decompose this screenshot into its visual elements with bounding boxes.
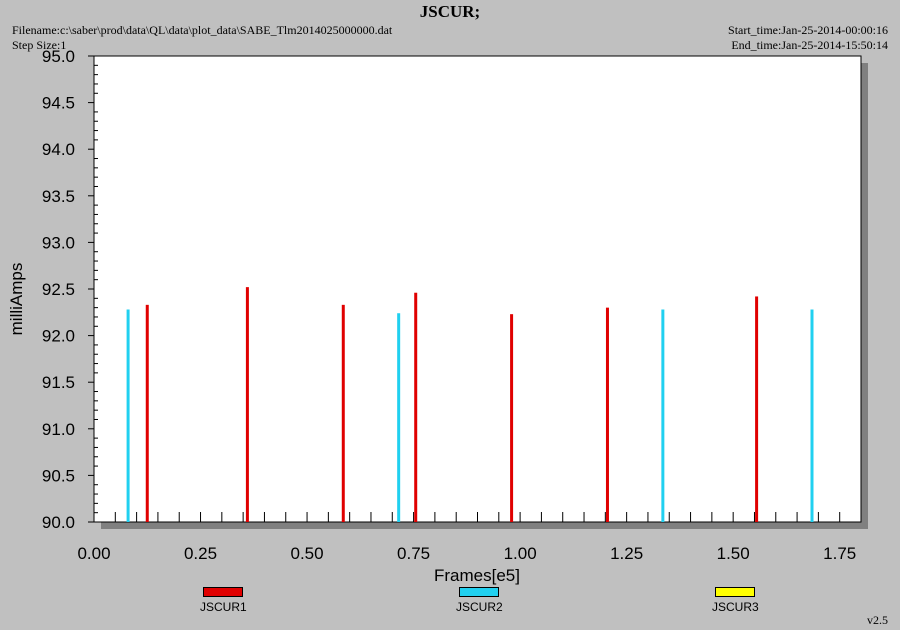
y-tick-label: 94.0	[42, 140, 75, 159]
bar-jscur2-2	[661, 309, 665, 522]
filename-label: Filename:c:\saber\prod\data\QL\data\plot…	[12, 23, 393, 37]
x-tick-label: 1.25	[610, 544, 643, 563]
y-tick-label: 93.0	[42, 233, 75, 252]
data-bars	[126, 287, 814, 522]
bar-jscur1-1	[245, 287, 249, 522]
x-tick-label: 0.00	[77, 544, 110, 563]
legend-item-jscur2: JSCUR2	[456, 587, 503, 614]
x-tick-label: 1.50	[717, 544, 750, 563]
y-tick-label: 93.5	[42, 187, 75, 206]
y-tick-label: 90.0	[42, 513, 75, 532]
y-axis-label: milliAmps	[7, 263, 26, 336]
bar-jscur1-5	[605, 307, 609, 522]
legend-swatch-jscur3	[715, 587, 756, 597]
bar-jscur1-3	[414, 292, 418, 522]
legend-swatch-jscur1	[203, 587, 244, 597]
x-axis: 0.00 0.25 0.50 0.75 1.00 1.25 1.50 1.75	[77, 512, 856, 563]
plot-area	[93, 55, 862, 523]
step-size-label: Step Size:1	[12, 38, 67, 52]
x-tick-label: 1.00	[504, 544, 537, 563]
bar-jscur2-0	[126, 309, 130, 522]
y-tick-label: 92.0	[42, 327, 75, 346]
x-tick-label: 0.25	[184, 544, 217, 563]
y-tick-label: 91.5	[42, 373, 75, 392]
y-tick-label: 91.0	[42, 420, 75, 439]
bar-jscur1-2	[341, 304, 345, 522]
chart-title: JSCUR;	[419, 2, 481, 21]
start-time-label: Start_time:Jan-25-2014-00:00:16	[728, 23, 888, 37]
bar-jscur2-1	[397, 313, 401, 522]
y-axis: 90.0 90.5 91.0 91.5 92.0 92.5 93.0 93.5 94.0 94.5…	[42, 47, 98, 532]
bar-jscur1-6	[755, 296, 759, 522]
x-tick-label: 0.75	[397, 544, 430, 563]
legend-item-jscur3: JSCUR3	[712, 587, 759, 614]
legend-label-jscur2: JSCUR2	[456, 600, 503, 614]
version-label: v2.5	[867, 613, 888, 627]
x-tick-label: 0.50	[291, 544, 324, 563]
y-tick-label: 90.5	[42, 466, 75, 485]
end-time-label: End_time:Jan-25-2014-15:50:14	[731, 38, 888, 52]
legend-label-jscur1: JSCUR1	[200, 600, 247, 614]
bar-jscur1-0	[145, 304, 149, 522]
y-tick-label: 95.0	[42, 47, 75, 66]
x-tick-label: 1.75	[823, 544, 856, 563]
y-tick-label: 92.5	[42, 280, 75, 299]
legend-item-jscur1: JSCUR1	[200, 587, 247, 614]
y-tick-label: 94.5	[42, 94, 75, 113]
legend-swatch-jscur2	[459, 587, 500, 597]
bar-jscur1-4	[510, 314, 514, 522]
legend-label-jscur3: JSCUR3	[712, 600, 759, 614]
bar-jscur2-3	[810, 309, 814, 522]
x-axis-label: Frames[e5]	[434, 566, 520, 585]
